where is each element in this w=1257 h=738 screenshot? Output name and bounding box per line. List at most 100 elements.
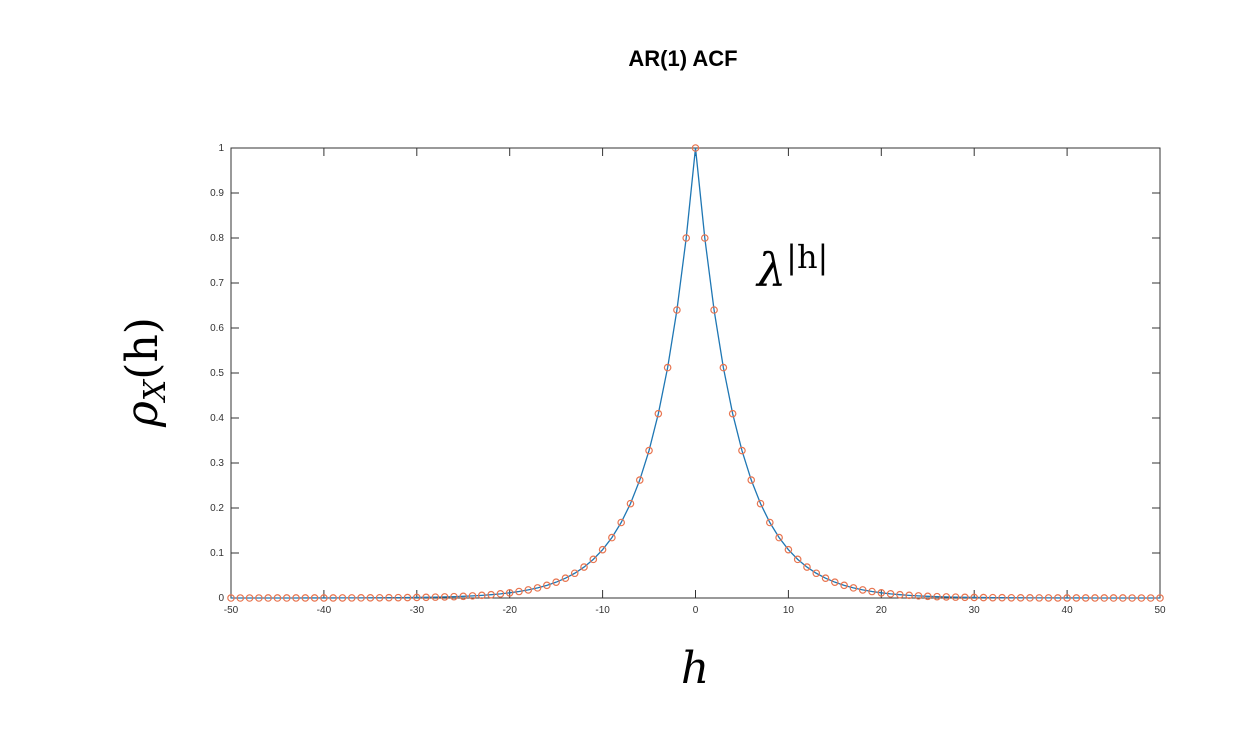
acf-point [756, 499, 765, 508]
x-tick-label: 0 [693, 605, 699, 616]
acf-point [301, 594, 310, 602]
acf-point [1026, 594, 1034, 602]
acf-point [1054, 594, 1062, 602]
acf-point [1091, 594, 1099, 602]
acf-point [812, 569, 821, 578]
acf-point [626, 499, 635, 508]
acf-point [766, 518, 774, 527]
y-tick-label: 1 [218, 143, 224, 154]
acf-point [338, 594, 347, 602]
y-label-subscript: X [138, 378, 173, 403]
acf-point [245, 594, 254, 602]
acf-point [877, 589, 886, 597]
acf-point [589, 555, 598, 564]
x-tick-label: 20 [876, 605, 888, 616]
acf-point [849, 584, 858, 592]
formula-annotation: λ|h| [755, 238, 828, 297]
plot-area [230, 147, 1161, 599]
acf-point [1081, 594, 1090, 602]
acf-point [970, 593, 979, 602]
acf-point [682, 234, 691, 242]
acf-point [988, 593, 997, 602]
acf-point [1156, 594, 1164, 602]
acf-point [710, 306, 718, 314]
x-tick-label: -50 [224, 605, 239, 616]
x-axis-label: h [681, 643, 709, 694]
y-tick-label: 0.5 [210, 368, 224, 379]
acf-point [635, 476, 644, 484]
acf-point [654, 409, 663, 418]
x-tick-label: -30 [410, 605, 425, 616]
acf-point [1044, 594, 1053, 602]
acf-point [310, 594, 319, 602]
acf-point [496, 590, 505, 598]
acf-point [1100, 594, 1109, 602]
x-tick-label: 40 [1062, 605, 1074, 616]
acf-point [840, 581, 848, 590]
acf-point [1146, 594, 1155, 602]
acf-point [273, 594, 282, 602]
acf-point [505, 589, 514, 597]
acf-point [663, 363, 672, 372]
acf-point [1109, 594, 1118, 602]
series-markers-group [227, 144, 1164, 602]
acf-point [645, 446, 653, 455]
acf-point [821, 574, 830, 583]
acf-point [320, 594, 328, 602]
acf-point [570, 569, 579, 578]
acf-point [738, 446, 746, 455]
plot-frame [230, 147, 1161, 599]
x-tick-label: 10 [783, 605, 795, 616]
chart-title: AR(1) ACF [628, 46, 737, 71]
acf-point [886, 590, 895, 598]
acf-point [691, 144, 700, 152]
acf-point [1063, 594, 1071, 602]
y-tick-label: 0.6 [210, 323, 224, 334]
acf-point [923, 592, 932, 601]
acf-point [431, 593, 440, 601]
acf-point [561, 574, 570, 583]
acf-point [793, 555, 802, 564]
acf-point [896, 590, 904, 599]
acf-point [784, 545, 793, 554]
x-tick-label: -10 [595, 605, 610, 616]
acf-point [1128, 594, 1136, 602]
acf-point [775, 533, 783, 542]
acf-point [905, 591, 913, 600]
x-tick-label: -20 [502, 605, 517, 616]
x-axis: -50 -40 -30 -20 -10 0 10 20 30 40 50 [224, 148, 1166, 616]
y-tick-label: 0.1 [210, 548, 224, 559]
acf-point [357, 594, 365, 602]
acf-point [1016, 594, 1025, 602]
acf-point [747, 476, 756, 484]
acf-point [868, 587, 876, 596]
y-tick-label: 0 [218, 593, 224, 604]
acf-point [942, 593, 951, 601]
acf-point [515, 587, 523, 596]
acf-point [329, 594, 337, 602]
acf-point [673, 306, 681, 314]
x-tick-label: 50 [1154, 605, 1166, 616]
acf-point [1007, 593, 1016, 602]
y-tick-label: 0.4 [210, 413, 224, 424]
acf-point [858, 586, 867, 594]
acf-point [478, 591, 486, 600]
y-axis-label: ρX(h) [117, 317, 173, 428]
y-tick-label: 0.9 [210, 188, 224, 199]
acf-point [375, 593, 384, 602]
y-axis: 0 0.1 0.2 0.3 0.4 0.5 0.6 0.7 0.8 0.9 1 [210, 143, 1160, 604]
acf-point [459, 592, 468, 601]
acf-point [803, 563, 811, 571]
x-tick-label: 30 [969, 605, 981, 616]
y-tick-label: 0.7 [210, 278, 224, 289]
acf-point [394, 593, 403, 602]
acf-point [422, 593, 430, 602]
series-line-group [231, 147, 1160, 599]
acf-point [700, 234, 709, 242]
acf-point [533, 584, 542, 592]
acf-point [951, 593, 960, 601]
acf-point [292, 594, 300, 602]
acf-point [1072, 594, 1081, 602]
